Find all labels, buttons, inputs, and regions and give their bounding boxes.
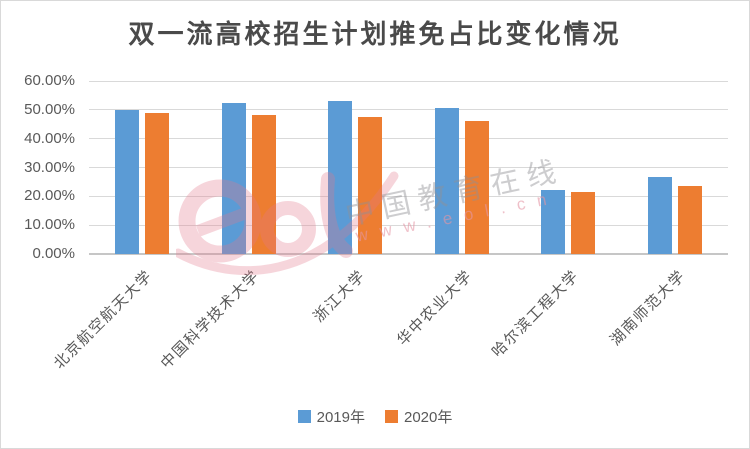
y-tick-label: 60.00% xyxy=(24,72,75,89)
bar-2019年-华中农业大学 xyxy=(434,108,459,254)
bar-2019年-中国科学技术大学 xyxy=(221,102,246,254)
bar-2020年-湖南师范大学 xyxy=(677,185,702,254)
bar-2020年-浙江大学 xyxy=(358,116,383,254)
gridline xyxy=(89,224,728,226)
y-axis-labels: 60.00% 50.00% 40.00% 30.00% 20.00% 10.00% 0.00… xyxy=(1,1,81,448)
bar-2020年-华中农业大学 xyxy=(464,121,489,254)
y-tick-label: 40.00% xyxy=(24,129,75,147)
gridline xyxy=(89,80,728,82)
eol-logo-watermark xyxy=(176,171,399,276)
x-category-label: 华中农业大学 xyxy=(393,267,476,350)
y-tick-label: 0.00% xyxy=(32,245,75,262)
legend-swatch xyxy=(385,410,398,423)
y-tick-label: 10.00% xyxy=(24,216,75,234)
bar-2019年-北京航空航天大学 xyxy=(115,110,140,254)
legend-label: 2019年 xyxy=(316,409,365,426)
bar-2020年-北京航空航天大学 xyxy=(145,113,170,254)
chart-title: 双一流高校招生计划推免占比变化情况 xyxy=(128,20,622,49)
gridline xyxy=(89,167,728,168)
x-category-label: 湖南师范大学 xyxy=(606,267,689,350)
bar-2020年-哈尔滨工程大学 xyxy=(571,192,596,254)
bar-2019年-哈尔滨工程大学 xyxy=(541,189,566,254)
y-tick-label: 50.00% xyxy=(24,100,75,118)
legend-swatch xyxy=(297,410,311,423)
bar-2020年-中国科学技术大学 xyxy=(251,114,276,254)
legend-item: 2019年 xyxy=(297,406,365,427)
legend-label: 2020年 xyxy=(404,409,453,426)
plot-area xyxy=(89,80,728,255)
gridline xyxy=(89,195,728,197)
legend: 2019年 2020年 xyxy=(1,406,749,427)
legend-item: 2020年 xyxy=(385,406,452,427)
gridline xyxy=(89,109,728,111)
bar-2019年-浙江大学 xyxy=(328,101,353,254)
y-tick-label: 20.00% xyxy=(24,187,75,205)
x-category-label: 哈尔滨工程大学 xyxy=(488,267,583,361)
x-category-label: 中国科学技术大学 xyxy=(157,267,263,373)
y-tick-label: 30.00% xyxy=(24,158,75,176)
x-axis-line xyxy=(89,253,728,255)
gridline xyxy=(89,138,728,140)
bar-2019年-湖南师范大学 xyxy=(647,177,672,254)
